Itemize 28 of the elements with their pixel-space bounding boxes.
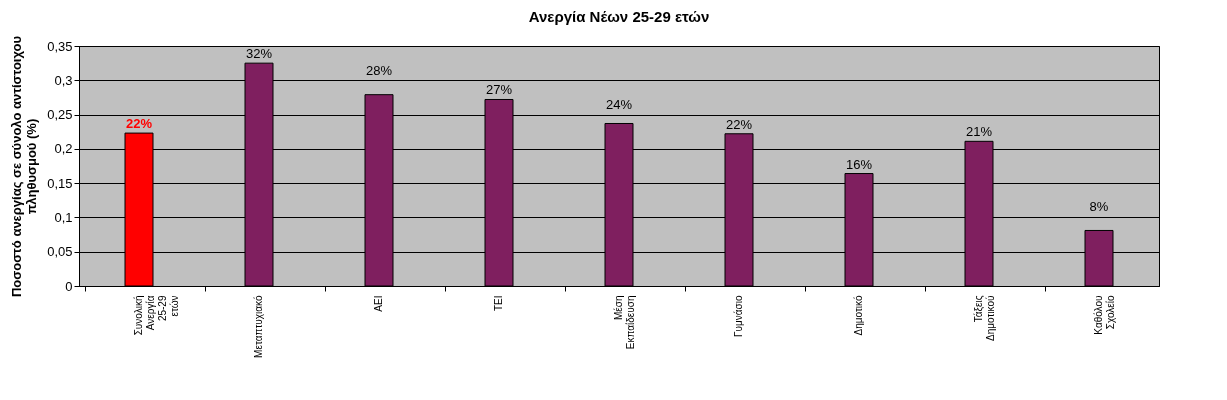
- x-tick-label: Δημοτικό: [853, 295, 864, 336]
- data-label: 22%: [725, 116, 753, 132]
- y-tick-label: 0,3: [54, 72, 73, 88]
- data-label: 32%: [245, 46, 273, 62]
- y-tick-label: 0,35: [47, 38, 73, 54]
- y-tick-label: 0,2: [54, 141, 73, 157]
- data-label: 28%: [365, 62, 393, 78]
- x-tick-label: Μεταπτυχιακό: [253, 295, 264, 358]
- data-label: 8%: [1089, 199, 1109, 215]
- data-label: 21%: [965, 124, 993, 140]
- x-tick-label: Καθόλου Σχολείο: [1093, 295, 1116, 335]
- x-tick-label: ΤΕΙ: [493, 295, 504, 312]
- y-tick-label: 0,05: [47, 244, 73, 260]
- y-tick-label: 0: [65, 278, 73, 294]
- x-tick-label: Συνολική Ανεργία 25-29 ετών: [133, 295, 180, 336]
- y-axis-title: Ποσοστό ανεργίας σε σύνολο αντίστοιχου πληθυσμού (%): [9, 35, 40, 298]
- chart-title: Ανεργία Νέων 25-29 ετών: [528, 8, 710, 26]
- data-label: 22%: [125, 116, 153, 132]
- x-tick-label: ΑΕΙ: [373, 295, 384, 312]
- x-tick-label: Γυμνάσιο: [733, 295, 744, 337]
- x-tick-label: Μέση Εκπαίδευση: [613, 295, 636, 350]
- y-tick-label: 0,25: [47, 107, 73, 123]
- data-label: 16%: [845, 156, 873, 172]
- data-label: 27%: [485, 82, 513, 98]
- y-tick-label: 0,15: [47, 175, 73, 191]
- data-label: 24%: [605, 97, 633, 113]
- y-tick-label: 0,1: [54, 209, 73, 225]
- x-tick-label: Τάξεις Δημοτικού: [973, 295, 996, 342]
